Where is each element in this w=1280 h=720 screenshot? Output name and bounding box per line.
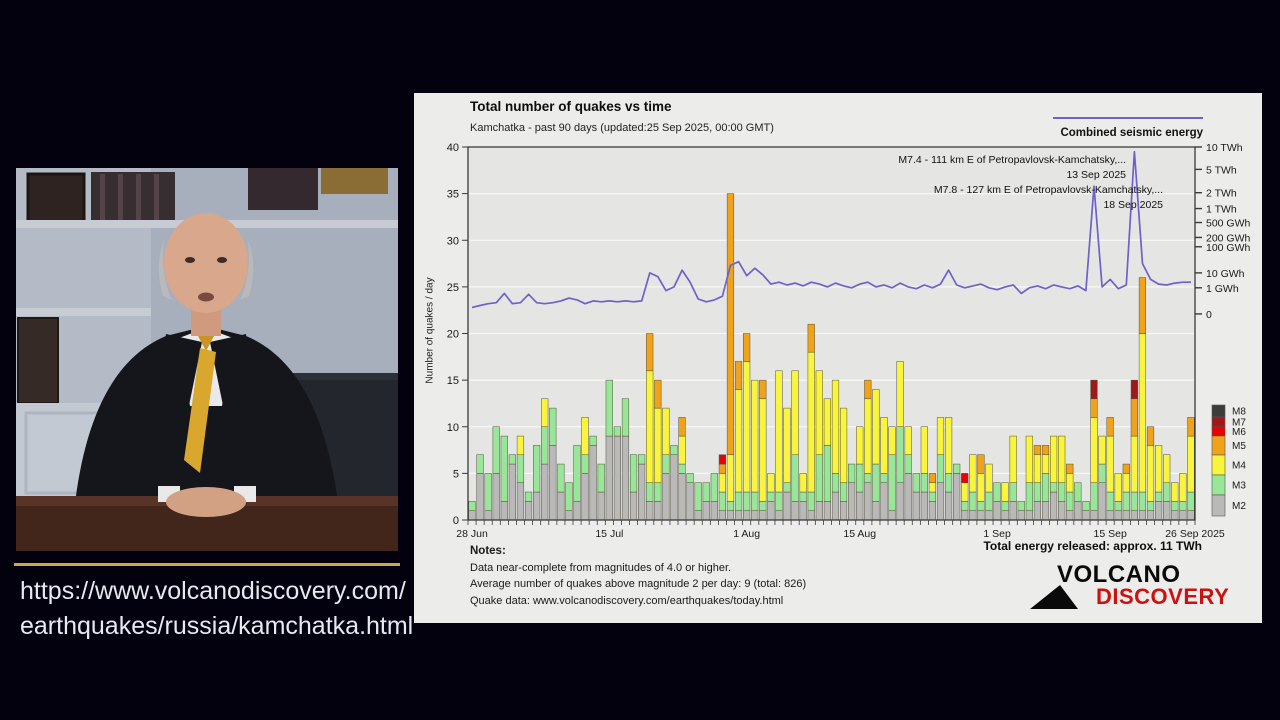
svg-text:20: 20 (447, 329, 459, 341)
svg-text:M2: M2 (1232, 501, 1246, 512)
energy-legend-label: Combined seismic energy (1060, 127, 1203, 139)
svg-text:M8: M8 (1232, 407, 1246, 418)
presenter-scene (16, 168, 398, 551)
energy-line-swatch (1053, 117, 1203, 119)
url-line-2: earthquakes/russia/kamchatka.html (20, 612, 414, 640)
presenter-video (16, 168, 398, 551)
url-line-1: https://www.volcanodiscovery.com/ (20, 577, 406, 605)
eye (217, 257, 227, 263)
hands (166, 487, 246, 517)
gold-frame (321, 168, 388, 194)
volcano-discovery-logo: VOLCANO DISCOVERY (1030, 561, 1240, 619)
quakes-chart: 0 5 10 15 20 25 30 35 40 10 TWh 5 TWh 2 TWh 1 TWh 500… (447, 142, 1251, 540)
y-axis-label: Number of quakes / day (424, 277, 436, 384)
chart-title: Total number of quakes vs time (470, 99, 672, 114)
svg-text:28 Jun: 28 Jun (456, 528, 488, 540)
svg-text:5: 5 (453, 468, 459, 480)
chart-panel: Total number of quakes vs time Kamchatka… (414, 93, 1262, 623)
svg-text:26 Sep 2025: 26 Sep 2025 (1165, 528, 1225, 540)
svg-text:35: 35 (447, 189, 459, 201)
svg-text:10 GWh: 10 GWh (1206, 268, 1245, 280)
svg-text:30: 30 (447, 235, 459, 247)
svg-text:0: 0 (453, 515, 459, 527)
picture-frame (17, 317, 59, 404)
svg-text:0: 0 (1206, 309, 1212, 321)
svg-text:15 Sep: 15 Sep (1094, 528, 1127, 540)
notes-title: Notes: (470, 545, 506, 557)
svg-text:10: 10 (447, 422, 459, 434)
book (154, 174, 159, 220)
svg-text:15 Aug: 15 Aug (843, 528, 876, 540)
tie (184, 348, 216, 473)
picture-frame (26, 172, 86, 228)
suit (71, 326, 343, 551)
book (118, 174, 123, 220)
books-row (248, 168, 318, 210)
svg-text:15 Jul: 15 Jul (595, 528, 623, 540)
book (136, 174, 141, 220)
eye (185, 257, 195, 263)
logo-text-discovery: DISCOVERY (1096, 584, 1230, 609)
notes-line: Average number of quakes above magnitude… (470, 578, 807, 590)
separator-line (14, 563, 400, 566)
svg-text:500 GWh: 500 GWh (1206, 218, 1251, 230)
book (100, 174, 105, 220)
notes-line: Data near-complete from magnitudes of 4.… (470, 561, 732, 574)
svg-text:5 TWh: 5 TWh (1206, 164, 1237, 176)
mouth (198, 292, 214, 302)
svg-text:2 TWh: 2 TWh (1206, 188, 1237, 200)
volcano-icon (1030, 585, 1078, 609)
head (164, 213, 248, 313)
svg-text:15: 15 (447, 375, 459, 387)
chart-subtitle: Kamchatka - past 90 days (updated:25 Sep… (470, 122, 774, 134)
notes-line: Quake data: www.volcanodiscovery.com/ear… (470, 594, 784, 607)
shelf-board (16, 308, 151, 316)
hair-left (158, 240, 172, 300)
svg-text:200 GWh: 200 GWh (1206, 232, 1251, 244)
svg-text:1 GWh: 1 GWh (1206, 283, 1239, 295)
tie-knot (198, 336, 214, 351)
lapel-left (158, 334, 202, 430)
svg-text:M4: M4 (1232, 461, 1246, 472)
svg-text:10 TWh: 10 TWh (1206, 142, 1243, 154)
energy-legend: Combined seismic energy (1053, 109, 1203, 139)
svg-text:1 TWh: 1 TWh (1206, 204, 1237, 216)
source-url: https://www.volcanodiscovery.com/ earthq… (20, 574, 414, 644)
svg-text:M7: M7 (1232, 418, 1246, 429)
svg-text:25: 25 (447, 282, 459, 294)
svg-text:1 Aug: 1 Aug (733, 528, 760, 540)
total-energy-label: Total energy released: approx. 11 TWh (983, 539, 1202, 553)
svg-text:M6: M6 (1232, 427, 1246, 438)
svg-text:1 Sep: 1 Sep (983, 528, 1011, 540)
svg-text:100 GWh: 100 GWh (1206, 242, 1251, 254)
svg-text:M5: M5 (1232, 441, 1246, 452)
mantel (264, 373, 398, 380)
svg-text:M3: M3 (1232, 481, 1246, 492)
chart-notes: Notes: Data near-complete from magnitude… (470, 543, 806, 609)
hair-right (240, 240, 254, 300)
svg-text:40: 40 (447, 142, 459, 154)
lapel-right (210, 334, 254, 430)
logo-text-volcano: VOLCANO (1057, 561, 1181, 588)
